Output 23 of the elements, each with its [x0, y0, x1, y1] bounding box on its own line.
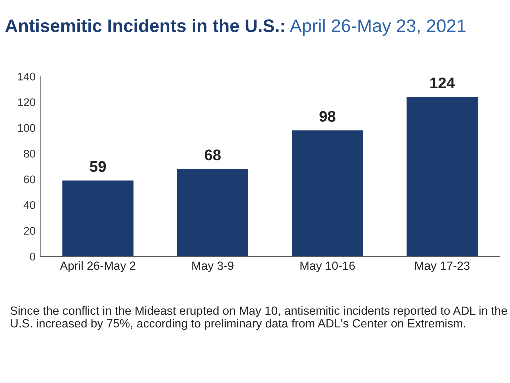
data-label: 68 [204, 150, 221, 161]
bar [62, 180, 134, 257]
chart-subtitle: April 26-May 23, 2021 [290, 19, 466, 36]
y-tick-label: 140 [18, 72, 36, 81]
y-tick-label: 0 [30, 252, 36, 261]
y-tick-label: 40 [24, 201, 36, 210]
x-tick-label: April 26-May 2 [60, 261, 136, 272]
data-label: 98 [320, 111, 336, 122]
bar [292, 130, 364, 257]
y-tick-label: 120 [18, 98, 36, 106]
bar [406, 97, 478, 257]
text: Since the conflict in the Mideast erupted on May 10, antisemitic incidents reported to ADL in the U.S. increased by 75%, according to preliminary data from ADL's Center on Extremism. [10, 306, 508, 330]
y-tick-label: 20 [24, 227, 36, 236]
x-tick-label: May 17-23 [416, 262, 470, 272]
x-tick-label: May 3-9 [192, 262, 234, 272]
y-tick-label: 100 [18, 124, 36, 132]
data-label: 59 [90, 161, 106, 172]
chart-title: Antisemitic Incidents in the U.S.: [6, 19, 284, 32]
data-label: 124 [430, 78, 456, 88]
y-tick-label: 80 [24, 150, 36, 158]
bar [177, 169, 248, 257]
y-tick-label: 60 [24, 176, 36, 184]
x-tick-label: May 10-16 [300, 262, 356, 272]
